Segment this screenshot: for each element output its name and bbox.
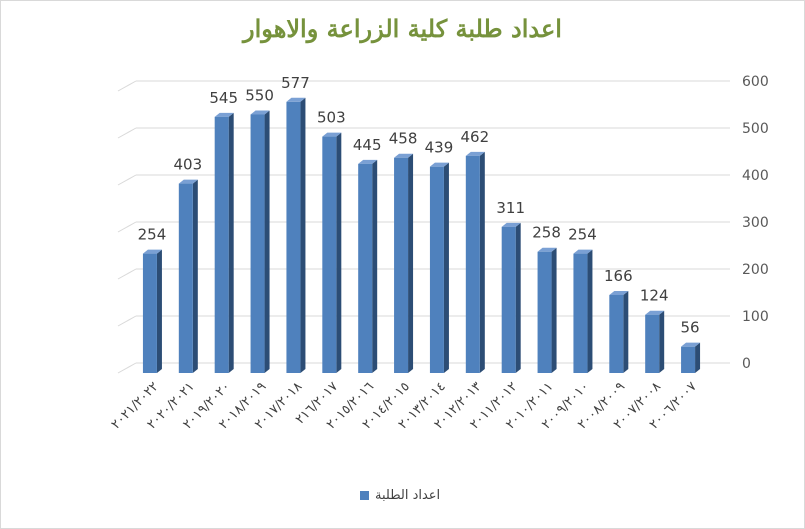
data-label: 258 bbox=[532, 224, 561, 242]
y-tick-label: 600 bbox=[742, 74, 769, 90]
bar-side bbox=[300, 97, 306, 373]
bar-top bbox=[573, 249, 593, 254]
gridline-depth bbox=[117, 221, 137, 233]
data-label: 124 bbox=[640, 287, 669, 305]
bar-side bbox=[587, 249, 593, 373]
legend-swatch bbox=[360, 491, 369, 500]
bar-top bbox=[142, 249, 162, 254]
bar-side bbox=[336, 132, 342, 373]
data-label: 403 bbox=[173, 156, 202, 174]
gridline-depth bbox=[117, 174, 137, 186]
bar-top bbox=[501, 222, 521, 227]
bar-top bbox=[645, 310, 665, 315]
gridline-depth bbox=[117, 127, 137, 139]
bar-top bbox=[609, 290, 629, 295]
bar bbox=[358, 163, 373, 373]
bar-side bbox=[623, 290, 629, 373]
data-label: 254 bbox=[138, 226, 167, 244]
legend-label: اعداد الطلبة bbox=[375, 488, 441, 503]
data-label: 445 bbox=[353, 136, 382, 154]
bar bbox=[645, 314, 660, 373]
data-label: 166 bbox=[604, 267, 633, 285]
bar bbox=[537, 251, 552, 373]
data-label: 439 bbox=[425, 139, 454, 157]
y-tick-label: 100 bbox=[742, 309, 769, 325]
bar bbox=[681, 346, 696, 373]
bar-side bbox=[264, 110, 270, 373]
bar-side bbox=[479, 151, 485, 373]
bar-top bbox=[537, 247, 557, 252]
bar-side bbox=[156, 249, 162, 373]
bar-top bbox=[394, 153, 414, 158]
data-label: 56 bbox=[681, 319, 700, 337]
data-label: 254 bbox=[568, 226, 597, 244]
bar bbox=[214, 116, 229, 373]
bar-side bbox=[443, 162, 449, 373]
bar-side bbox=[408, 153, 414, 373]
gridline-depth bbox=[117, 362, 137, 374]
y-tick-label: 500 bbox=[742, 121, 769, 137]
data-label: 458 bbox=[389, 130, 418, 148]
gridline-depth bbox=[117, 268, 137, 280]
bar-top bbox=[358, 159, 378, 164]
bar bbox=[286, 101, 301, 373]
y-tick-label: 0 bbox=[742, 356, 751, 372]
data-label: 550 bbox=[245, 87, 274, 105]
bar-top bbox=[322, 132, 342, 137]
bar bbox=[465, 155, 480, 373]
bar bbox=[573, 253, 588, 373]
bar-side bbox=[228, 112, 234, 373]
bar bbox=[429, 166, 444, 373]
bar bbox=[609, 294, 624, 373]
bar-top bbox=[250, 110, 270, 115]
bar-top bbox=[465, 151, 485, 156]
data-label: 503 bbox=[317, 109, 346, 127]
bar-side bbox=[192, 179, 198, 373]
bar-top bbox=[178, 179, 198, 184]
bar-side bbox=[695, 342, 701, 373]
bar-side bbox=[515, 222, 521, 373]
data-label: 577 bbox=[281, 74, 310, 92]
bar bbox=[142, 253, 157, 373]
bar bbox=[501, 226, 516, 373]
bar-side bbox=[551, 247, 557, 373]
bar bbox=[394, 157, 409, 373]
bar-top bbox=[681, 342, 701, 347]
bar-side bbox=[372, 159, 378, 373]
y-tick-label: 300 bbox=[742, 215, 769, 231]
data-label: 311 bbox=[496, 199, 525, 217]
chart-title: اعداد طلبة كلية الزراعة والاهوار bbox=[243, 14, 562, 43]
bar-top bbox=[429, 162, 449, 167]
data-label: 462 bbox=[460, 128, 489, 146]
bar bbox=[322, 136, 337, 373]
y-tick-label: 200 bbox=[742, 262, 769, 278]
data-label: 545 bbox=[209, 89, 238, 107]
bar bbox=[250, 114, 265, 373]
bar-top bbox=[286, 97, 306, 102]
legend: اعداد الطلبة bbox=[360, 488, 440, 503]
gridline-depth bbox=[117, 80, 137, 92]
bar bbox=[178, 183, 193, 373]
bar-top bbox=[214, 112, 234, 117]
y-tick-label: 400 bbox=[742, 168, 769, 184]
gridline-depth bbox=[117, 315, 137, 327]
bar-side bbox=[659, 310, 665, 373]
